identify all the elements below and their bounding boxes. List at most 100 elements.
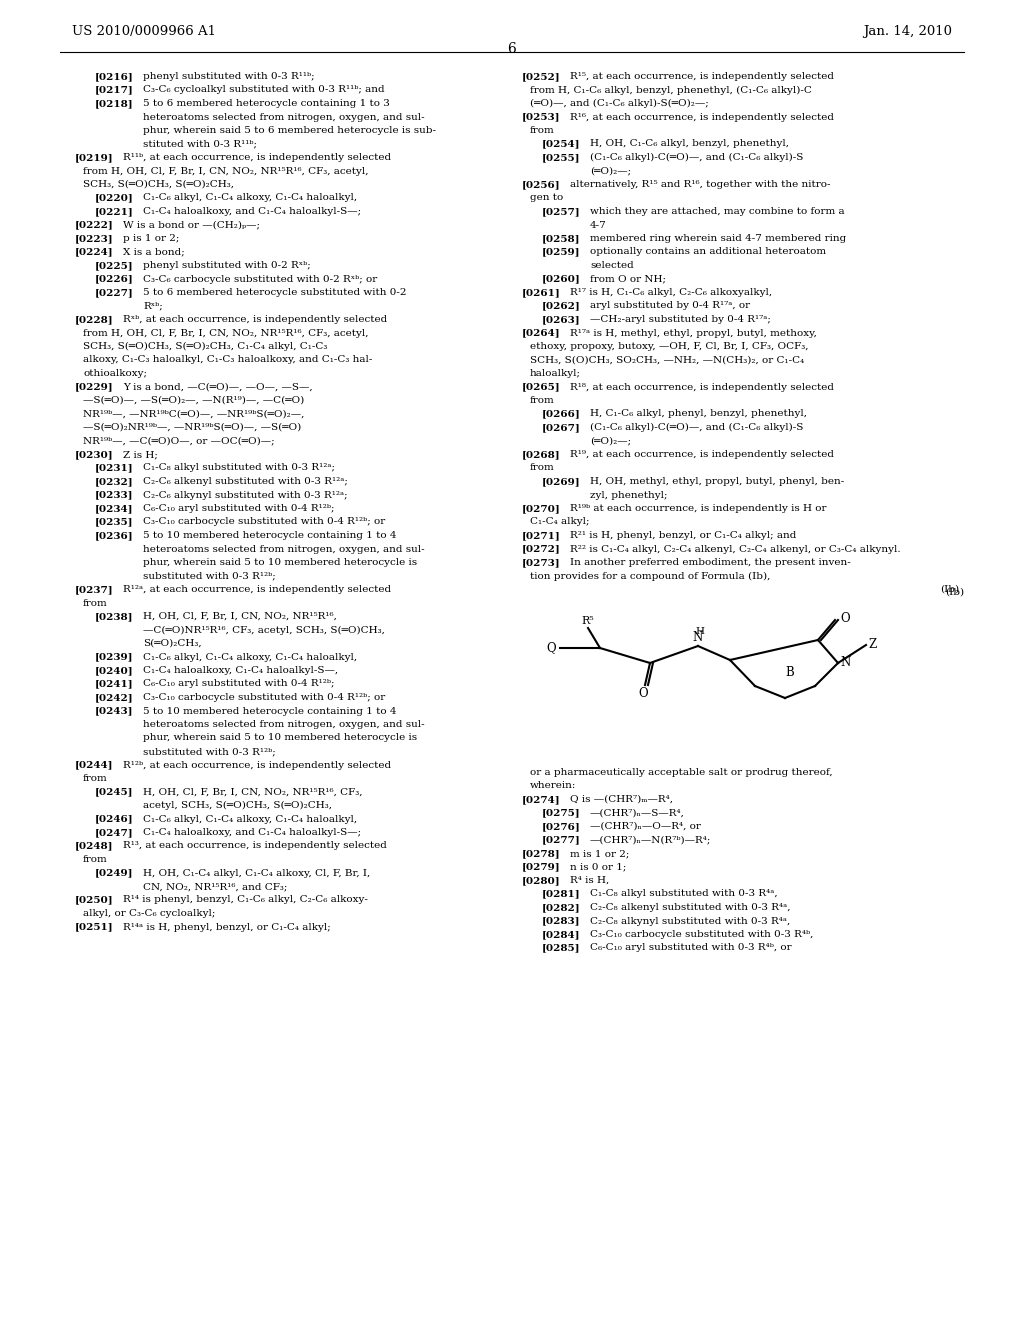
Text: SCH₃, S(═O)CH₃, S(═O)₂CH₃,: SCH₃, S(═O)CH₃, S(═O)₂CH₃, — [83, 180, 234, 189]
Text: [0263]: [0263] — [542, 315, 581, 323]
Text: membered ring wherein said 4-7 membered ring: membered ring wherein said 4-7 membered … — [590, 234, 846, 243]
Text: C₁-C₄ haloalkoxy, C₁-C₄ haloalkyl-S—,: C₁-C₄ haloalkoxy, C₁-C₄ haloalkyl-S—, — [143, 667, 338, 675]
Text: [0248]: [0248] — [75, 842, 114, 850]
Text: C₂-C₈ alkynyl substituted with 0-3 R⁴ᵃ,: C₂-C₈ alkynyl substituted with 0-3 R⁴ᵃ, — [590, 916, 791, 925]
Text: C₁-C₄ alkyl;: C₁-C₄ alkyl; — [530, 517, 590, 527]
Text: selected: selected — [590, 261, 634, 271]
Text: Q: Q — [554, 648, 563, 657]
Text: R²¹ is H, phenyl, benzyl, or C₁-C₄ alkyl; and: R²¹ is H, phenyl, benzyl, or C₁-C₄ alkyl… — [570, 531, 797, 540]
Text: B: B — [724, 693, 732, 704]
Text: [0233]: [0233] — [95, 491, 133, 499]
Text: [0267]: [0267] — [542, 422, 581, 432]
Text: R⁵: R⁵ — [582, 616, 594, 626]
Text: (═O)₂—;: (═O)₂—; — [590, 437, 631, 446]
Text: [0257]: [0257] — [542, 207, 581, 216]
Text: H: H — [695, 627, 705, 636]
Text: haloalkyl;: haloalkyl; — [530, 370, 581, 378]
Text: ethoxy, propoxy, butoxy, —OH, F, Cl, Br, I, CF₃, OCF₃,: ethoxy, propoxy, butoxy, —OH, F, Cl, Br,… — [530, 342, 809, 351]
Text: R⁴ is H,: R⁴ is H, — [570, 876, 609, 884]
Text: (C₁-C₆ alkyl)-C(═O)—, and (C₁-C₆ alkyl)-S: (C₁-C₆ alkyl)-C(═O)—, and (C₁-C₆ alkyl)-… — [590, 422, 804, 432]
Text: C₁-C₆ alkyl, C₁-C₄ alkoxy, C₁-C₄ haloalkyl,: C₁-C₆ alkyl, C₁-C₄ alkoxy, C₁-C₄ haloalk… — [143, 652, 357, 661]
Text: heteroatoms selected from nitrogen, oxygen, and sul-: heteroatoms selected from nitrogen, oxyg… — [143, 544, 425, 553]
Text: [0262]: [0262] — [542, 301, 581, 310]
Text: from: from — [530, 125, 555, 135]
Text: [0222]: [0222] — [75, 220, 114, 230]
Text: othioalkoxy;: othioalkoxy; — [83, 370, 147, 378]
Text: alkyl, or C₃-C₆ cycloalkyl;: alkyl, or C₃-C₆ cycloalkyl; — [83, 909, 215, 917]
Text: [0238]: [0238] — [95, 612, 133, 620]
Text: [0254]: [0254] — [542, 140, 581, 149]
Text: [0252]: [0252] — [522, 73, 560, 81]
Text: R¹²ᵃ, at each occurrence, is independently selected: R¹²ᵃ, at each occurrence, is independent… — [123, 585, 391, 594]
Text: SCH₃, S(O)CH₃, SO₂CH₃, —NH₂, —N(CH₃)₂, or C₁-C₄: SCH₃, S(O)CH₃, SO₂CH₃, —NH₂, —N(CH₃)₂, o… — [530, 355, 804, 364]
Text: from: from — [83, 598, 108, 607]
Text: aryl substituted by 0-4 R¹⁷ᵃ, or: aryl substituted by 0-4 R¹⁷ᵃ, or — [590, 301, 751, 310]
Text: [0265]: [0265] — [522, 383, 560, 392]
Text: 4-7: 4-7 — [590, 220, 607, 230]
Text: —(CHR⁷)ₙ—O—R⁴, or: —(CHR⁷)ₙ—O—R⁴, or — [590, 822, 700, 832]
Text: C₆-C₁₀ aryl substituted with 0-4 R¹²ᵇ;: C₆-C₁₀ aryl substituted with 0-4 R¹²ᵇ; — [143, 504, 335, 513]
Text: C₁-C₄ haloalkoxy, and C₁-C₄ haloalkyl-S—;: C₁-C₄ haloalkoxy, and C₁-C₄ haloalkyl-S—… — [143, 207, 361, 216]
Text: [0217]: [0217] — [95, 86, 134, 95]
Text: p is 1 or 2;: p is 1 or 2; — [123, 234, 179, 243]
Text: (Ib): (Ib) — [940, 585, 959, 594]
Text: from H, C₁-C₆ alkyl, benzyl, phenethyl, (C₁-C₆ alkyl)-C: from H, C₁-C₆ alkyl, benzyl, phenethyl, … — [530, 86, 812, 95]
Text: [0270]: [0270] — [522, 504, 561, 513]
Text: C₁-C₈ alkyl substituted with 0-3 R⁴ᵃ,: C₁-C₈ alkyl substituted with 0-3 R⁴ᵃ, — [590, 890, 777, 899]
Text: N: N — [840, 656, 850, 669]
Text: H, OH, methyl, ethyl, propyl, butyl, phenyl, ben-: H, OH, methyl, ethyl, propyl, butyl, phe… — [590, 477, 844, 486]
Text: NR¹⁹ᵇ—, —C(═O)O—, or —OC(═O)—;: NR¹⁹ᵇ—, —C(═O)O—, or —OC(═O)—; — [83, 437, 274, 446]
Text: —(CHR⁷)ₙ—S—R⁴,: —(CHR⁷)ₙ—S—R⁴, — [590, 808, 685, 817]
Text: R¹⁹ᵇ at each occurrence, is independently is H or: R¹⁹ᵇ at each occurrence, is independentl… — [570, 504, 826, 513]
Text: phenyl substituted with 0-2 Rˣᵇ;: phenyl substituted with 0-2 Rˣᵇ; — [143, 261, 310, 271]
Text: [0239]: [0239] — [95, 652, 133, 661]
Text: Y is a bond, —C(═O)—, —O—, —S—,: Y is a bond, —C(═O)—, —O—, —S—, — [123, 383, 312, 392]
Text: [0278]: [0278] — [522, 849, 560, 858]
Text: R¹⁵, at each occurrence, is independently selected: R¹⁵, at each occurrence, is independentl… — [570, 73, 834, 81]
Text: (═O)₂—;: (═O)₂—; — [590, 166, 631, 176]
Text: [0247]: [0247] — [95, 828, 133, 837]
Text: [0231]: [0231] — [95, 463, 133, 473]
Text: [0230]: [0230] — [75, 450, 114, 459]
Text: substituted with 0-3 R¹²ᵇ;: substituted with 0-3 R¹²ᵇ; — [143, 747, 275, 756]
Text: X is a bond;: X is a bond; — [123, 248, 184, 256]
Text: 5 to 6 membered heterocycle containing 1 to 3: 5 to 6 membered heterocycle containing 1… — [143, 99, 390, 108]
Text: [0221]: [0221] — [95, 207, 134, 216]
Text: C₁-C₄ haloalkoxy, and C₁-C₄ haloalkyl-S—;: C₁-C₄ haloalkoxy, and C₁-C₄ haloalkyl-S—… — [143, 828, 361, 837]
Text: from: from — [83, 855, 108, 865]
Text: O: O — [638, 686, 648, 700]
Text: 6: 6 — [508, 42, 516, 55]
Text: —C(═O)NR¹⁵R¹⁶, CF₃, acetyl, SCH₃, S(═O)CH₃,: —C(═O)NR¹⁵R¹⁶, CF₃, acetyl, SCH₃, S(═O)C… — [143, 626, 385, 635]
Text: B: B — [785, 665, 795, 678]
Text: C₃-C₆ cycloalkyl substituted with 0-3 R¹¹ᵇ; and: C₃-C₆ cycloalkyl substituted with 0-3 R¹… — [143, 86, 385, 95]
Text: [0223]: [0223] — [75, 234, 114, 243]
Text: R¹²ᵇ, at each occurrence, is independently selected: R¹²ᵇ, at each occurrence, is independent… — [123, 760, 391, 770]
Text: [0226]: [0226] — [95, 275, 134, 284]
Text: Rˣᵇ;: Rˣᵇ; — [143, 301, 163, 310]
Text: W is a bond or —(CH₂)ₚ—;: W is a bond or —(CH₂)ₚ—; — [123, 220, 260, 230]
Text: R²² is C₁-C₄ alkyl, C₂-C₄ alkenyl, C₂-C₄ alkenyl, or C₃-C₄ alkynyl.: R²² is C₁-C₄ alkyl, C₂-C₄ alkenyl, C₂-C₄… — [570, 544, 901, 553]
Text: —CH₂-aryl substituted by 0-4 R¹⁷ᵃ;: —CH₂-aryl substituted by 0-4 R¹⁷ᵃ; — [590, 315, 771, 323]
Text: [0218]: [0218] — [95, 99, 133, 108]
Text: 5 to 6 membered heterocycle substituted with 0-2: 5 to 6 membered heterocycle substituted … — [143, 288, 407, 297]
Text: H, OH, C₁-C₄ alkyl, C₁-C₄ alkoxy, Cl, F, Br, I,: H, OH, C₁-C₄ alkyl, C₁-C₄ alkoxy, Cl, F,… — [143, 869, 371, 878]
Text: H, OH, Cl, F, Br, I, CN, NO₂, NR¹⁵R¹⁶, CF₃,: H, OH, Cl, F, Br, I, CN, NO₂, NR¹⁵R¹⁶, C… — [143, 788, 362, 796]
Text: C₂-C₆ alkynyl substituted with 0-3 R¹²ᵃ;: C₂-C₆ alkynyl substituted with 0-3 R¹²ᵃ; — [143, 491, 347, 499]
Text: [0225]: [0225] — [95, 261, 133, 271]
Text: [0229]: [0229] — [75, 383, 114, 392]
Text: N: N — [662, 635, 671, 645]
Text: R¹⁷ is H, C₁-C₆ alkyl, C₂-C₆ alkoxyalkyl,: R¹⁷ is H, C₁-C₆ alkyl, C₂-C₆ alkoxyalkyl… — [570, 288, 772, 297]
Text: [0227]: [0227] — [95, 288, 134, 297]
Text: [0271]: [0271] — [522, 531, 561, 540]
Text: [0220]: [0220] — [95, 194, 134, 202]
Text: R¹³, at each occurrence, is independently selected: R¹³, at each occurrence, is independentl… — [123, 842, 387, 850]
Text: R¹⁷ᵃ is H, methyl, ethyl, propyl, butyl, methoxy,: R¹⁷ᵃ is H, methyl, ethyl, propyl, butyl,… — [570, 329, 817, 338]
Text: gen to: gen to — [530, 194, 563, 202]
Text: CN, NO₂, NR¹⁵R¹⁶, and CF₃;: CN, NO₂, NR¹⁵R¹⁶, and CF₃; — [143, 882, 288, 891]
Text: [0250]: [0250] — [75, 895, 114, 904]
Text: [0273]: [0273] — [522, 558, 560, 568]
Text: In another preferred embodiment, the present inven-: In another preferred embodiment, the pre… — [570, 558, 851, 568]
Text: —S(═O)₂NR¹⁹ᵇ—, —NR¹⁹ᵇS(═O)—, —S(═O): —S(═O)₂NR¹⁹ᵇ—, —NR¹⁹ᵇS(═O)—, —S(═O) — [83, 422, 301, 432]
Text: [0216]: [0216] — [95, 73, 134, 81]
Text: [0237]: [0237] — [75, 585, 114, 594]
